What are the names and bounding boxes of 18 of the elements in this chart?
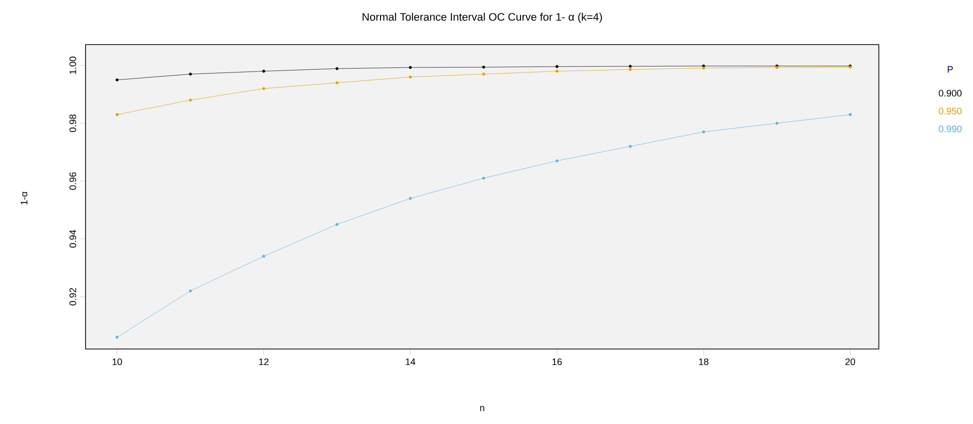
x-tick-label: 10 [112,358,122,365]
text: 0.900 [938,90,962,96]
x-tick-label: 16 [552,358,562,365]
y-tick-label: 0.96 [70,172,76,190]
y-tick-label: 0.98 [70,114,76,132]
y-tick-label: 1.00 [70,56,76,74]
x-axis-title: n [480,406,484,411]
chart-title: Normal Tolerance Interval OC Curve for 1- α (k=4) [362,12,602,23]
x-tick-label: 18 [699,358,708,365]
text: 0.950 [938,108,962,114]
y-axis-title: 1-α [20,192,28,204]
x-tick-label: 12 [259,358,268,365]
x-tick-label: 14 [406,358,416,365]
text: 0.990 [938,125,962,132]
legend-title: P [948,66,953,72]
y-tick-label: 0.94 [70,230,76,248]
y-tick-label: 0.92 [70,288,76,306]
x-tick-label: 20 [845,358,856,365]
